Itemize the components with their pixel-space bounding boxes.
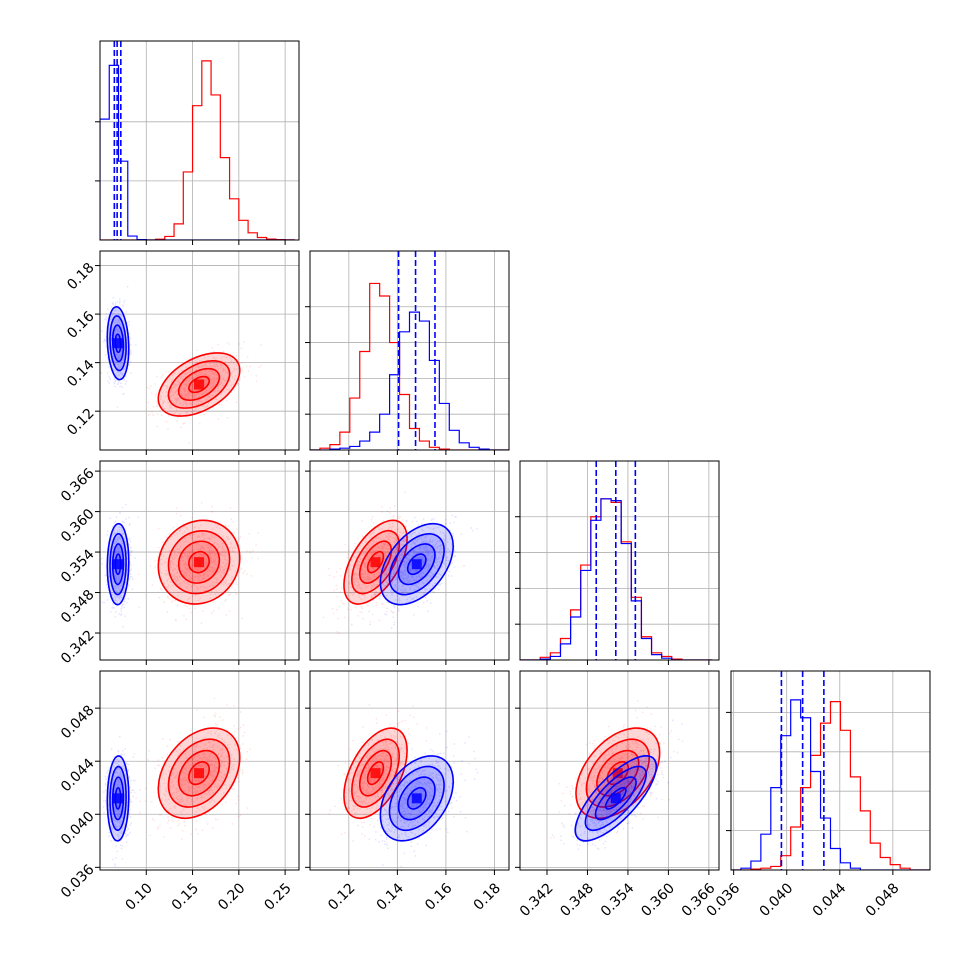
panel-3-0: 0.036 0.040 0.044 0.048 0.10 0.15 0.20 0.25 — [58, 670, 300, 914]
panel-area-2-2 — [520, 461, 719, 660]
ytick-label-3-1: 0.040 — [58, 809, 98, 849]
scatter-2-0-series-1 — [100, 504, 139, 628]
density-peak-1-0-series-1 — [113, 338, 124, 349]
scatter-points-1-0-series-0 — [116, 341, 262, 444]
ytick-label-2-0: 0.342 — [58, 627, 98, 667]
ytick-label-1-1: 0.14 — [64, 357, 97, 390]
xtick-label-1-1: 0.14 — [374, 880, 407, 913]
xtick-label-1-3: 0.18 — [471, 880, 504, 913]
scatter-2-1-series-1 — [351, 514, 478, 629]
density-peak-2-0-series-1 — [113, 559, 124, 570]
panel-frame-2-2 — [519, 460, 720, 661]
xtick-label-3-2: 0.044 — [810, 880, 850, 920]
panel-frame-2-1 — [309, 460, 510, 661]
scatter-3-2-series-1 — [551, 719, 683, 850]
xtick-label-3-3: 0.048 — [863, 880, 903, 920]
panel-area-3-2 — [520, 671, 719, 870]
panel-frame-2-0 — [99, 460, 300, 661]
panel-area-0-0 — [100, 41, 299, 240]
density-peak-3-2-series-0 — [612, 768, 623, 779]
panel-1-1 — [305, 250, 510, 455]
density-peak-2-1-series-1 — [411, 559, 422, 570]
density-peak-2-1-series-0 — [370, 557, 381, 568]
panel-1-0: 0.12 0.14 0.16 0.18 — [64, 250, 300, 455]
scatter-points-2-1-series-1 — [351, 514, 478, 629]
ytick-label-2-2: 0.354 — [58, 546, 98, 586]
panel-area-3-0 — [100, 671, 299, 870]
panel-area-3-3 — [731, 671, 930, 870]
panel-area-2-1 — [310, 461, 509, 660]
xtick-label-0-3: 0.25 — [261, 880, 294, 913]
density-peak-3-0-series-0 — [194, 768, 205, 779]
density-peak-2-0-series-0 — [194, 557, 205, 568]
histogram-1-series-1 — [310, 311, 509, 450]
panel-area-2-0 — [100, 461, 299, 660]
panel-frame-0-0 — [99, 40, 300, 241]
xtick-label-1-2: 0.16 — [422, 880, 455, 913]
ytick-label-3-3: 0.048 — [58, 702, 98, 742]
xtick-label-0-2: 0.20 — [215, 880, 248, 913]
histogram-1-series-0 — [310, 282, 509, 450]
panel-2-2 — [515, 460, 720, 665]
density-peak-3-1-series-0 — [370, 768, 381, 779]
panel-area-1-0 — [100, 251, 299, 450]
ytick-label-3-0: 0.036 — [58, 862, 98, 902]
density-peak-3-1-series-1 — [411, 793, 422, 804]
xtick-label-1-0: 0.12 — [325, 880, 358, 913]
xtick-label-2-0: 0.342 — [517, 880, 557, 920]
histogram-3-series-1 — [731, 699, 930, 870]
xtick-label-2-1: 0.348 — [557, 880, 597, 920]
ytick-label-2-1: 0.348 — [58, 587, 98, 627]
ytick-label-1-0: 0.12 — [64, 406, 97, 439]
panel-2-1 — [305, 460, 510, 665]
panel-frame-3-1 — [309, 670, 510, 871]
ytick-label-2-4: 0.366 — [58, 465, 98, 505]
panel-frame-3-0 — [99, 670, 300, 871]
density-peak-3-2-series-1 — [610, 793, 621, 804]
panel-3-2: 0.342 0.348 0.354 0.360 0.366 — [515, 670, 720, 920]
density-peak-1-0-series-0 — [194, 379, 205, 390]
panel-area-3-1 — [310, 671, 509, 870]
xtick-label-2-3: 0.360 — [638, 880, 678, 920]
scatter-1-0-series-0 — [116, 341, 262, 444]
panel-frame-1-1 — [309, 250, 510, 451]
panel-frame-3-2 — [519, 670, 720, 871]
panel-3-3: 0.036 0.040 0.044 0.048 — [704, 670, 931, 920]
ytick-label-1-2: 0.16 — [64, 308, 97, 341]
panel-frame-1-0 — [99, 250, 300, 451]
panel-area-1-1 — [310, 251, 509, 450]
scatter-points-3-2-series-1 — [551, 719, 683, 850]
xtick-label-3-1: 0.040 — [757, 880, 797, 920]
histogram-2-series-0 — [520, 498, 713, 660]
histogram-2-series-1 — [520, 498, 713, 660]
density-peak-3-0-series-1 — [113, 793, 124, 804]
ytick-label-3-2: 0.044 — [58, 756, 98, 796]
xtick-label-0-0: 0.10 — [123, 880, 156, 913]
scatter-points-2-0-series-1 — [100, 504, 139, 628]
xtick-label-2-2: 0.354 — [598, 880, 638, 920]
histogram-3-series-0 — [731, 701, 930, 870]
histogram-0-series-0 — [100, 60, 295, 240]
xtick-label-0-1: 0.15 — [169, 880, 202, 913]
histogram-0-series-1 — [100, 64, 295, 240]
ytick-label-1-3: 0.18 — [64, 260, 97, 293]
panel-3-1: 0.12 0.14 0.16 0.18 — [305, 670, 510, 914]
ytick-label-2-3: 0.360 — [58, 506, 98, 546]
panel-frame-3-3 — [730, 670, 931, 871]
panel-0-0 — [95, 40, 300, 245]
